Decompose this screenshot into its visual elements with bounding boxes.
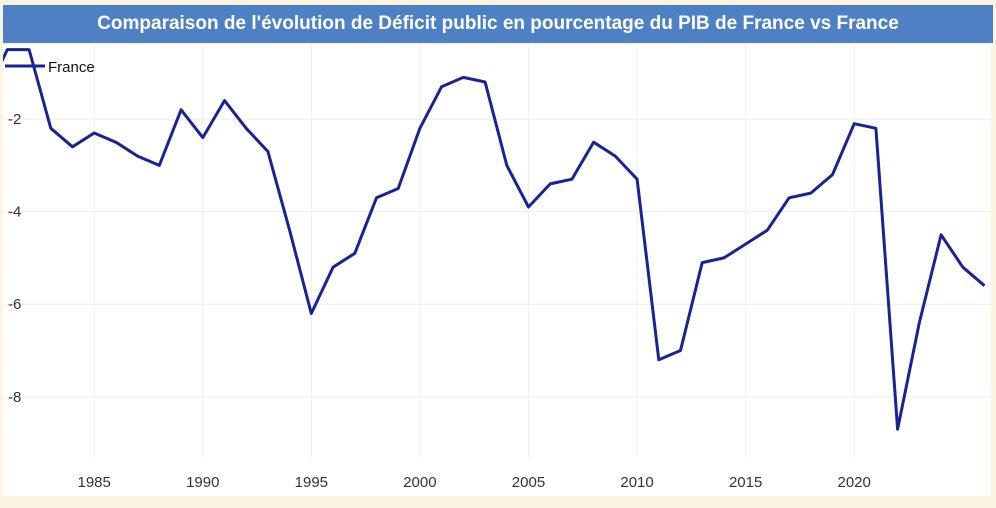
x-tick-label: 2010 bbox=[620, 474, 653, 491]
y-tick-label: -4 bbox=[8, 204, 21, 221]
tick-labels: 1985 1990 1995 2000 2005 2010 2015 2020 -2 -4 -6 -8 bbox=[8, 111, 871, 491]
x-tick-label: 1995 bbox=[295, 474, 328, 491]
x-tick-label: 2015 bbox=[729, 474, 762, 491]
x-tick-label: 1985 bbox=[78, 474, 111, 491]
plot-area: 1985 1990 1995 2000 2005 2010 2015 2020 -2 -4 -6 -8… bbox=[3, 45, 991, 496]
chart-title: Comparaison de l'évolution de Déficit pu… bbox=[3, 5, 993, 43]
x-tick-label: 2000 bbox=[403, 474, 436, 491]
line-chart: 1985 1990 1995 2000 2005 2010 2015 2020 -2 -4 -6 -8… bbox=[3, 45, 991, 491]
y-tick-label: -6 bbox=[8, 296, 21, 313]
x-tick-label: 2005 bbox=[512, 474, 545, 491]
series-line-france bbox=[3, 48, 986, 431]
y-tick-label: -2 bbox=[8, 111, 21, 128]
legend: France bbox=[5, 59, 95, 76]
series-lines bbox=[3, 48, 986, 431]
y-tick-label: -8 bbox=[8, 389, 21, 406]
grid bbox=[3, 45, 991, 457]
legend-label-france: France bbox=[48, 59, 95, 76]
x-tick-label: 1990 bbox=[186, 474, 219, 491]
x-tick-label: 2020 bbox=[838, 474, 871, 491]
